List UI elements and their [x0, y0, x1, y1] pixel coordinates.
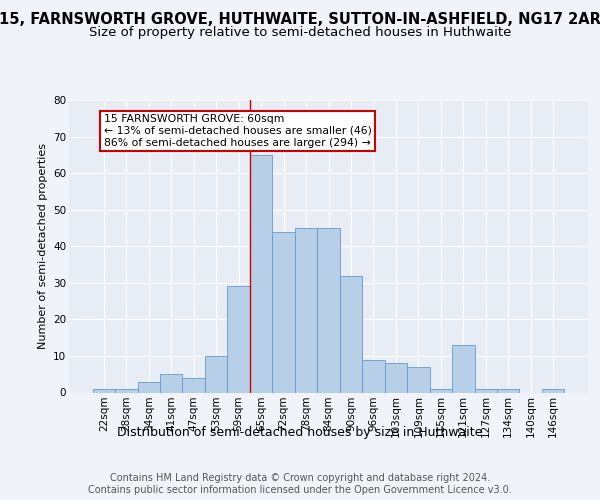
- Bar: [542, 389, 565, 392]
- Text: Contains HM Land Registry data © Crown copyright and database right 2024.
Contai: Contains HM Land Registry data © Crown c…: [88, 474, 512, 495]
- Bar: [362, 360, 385, 392]
- Bar: [317, 228, 340, 392]
- Bar: [137, 382, 160, 392]
- Bar: [340, 276, 362, 392]
- Bar: [475, 389, 497, 392]
- Bar: [497, 389, 520, 392]
- Bar: [385, 363, 407, 392]
- Text: Size of property relative to semi-detached houses in Huthwaite: Size of property relative to semi-detach…: [89, 26, 511, 39]
- Bar: [407, 367, 430, 392]
- Text: 15, FARNSWORTH GROVE, HUTHWAITE, SUTTON-IN-ASHFIELD, NG17 2AR: 15, FARNSWORTH GROVE, HUTHWAITE, SUTTON-…: [0, 12, 600, 28]
- Bar: [115, 389, 137, 392]
- Bar: [182, 378, 205, 392]
- Bar: [227, 286, 250, 393]
- Text: Distribution of semi-detached houses by size in Huthwaite: Distribution of semi-detached houses by …: [118, 426, 482, 439]
- Text: 15 FARNSWORTH GROVE: 60sqm
← 13% of semi-detached houses are smaller (46)
86% of: 15 FARNSWORTH GROVE: 60sqm ← 13% of semi…: [104, 114, 371, 148]
- Bar: [250, 155, 272, 392]
- Bar: [205, 356, 227, 393]
- Bar: [92, 389, 115, 392]
- Y-axis label: Number of semi-detached properties: Number of semi-detached properties: [38, 143, 47, 350]
- Bar: [272, 232, 295, 392]
- Bar: [452, 345, 475, 393]
- Bar: [430, 389, 452, 392]
- Bar: [295, 228, 317, 392]
- Bar: [160, 374, 182, 392]
